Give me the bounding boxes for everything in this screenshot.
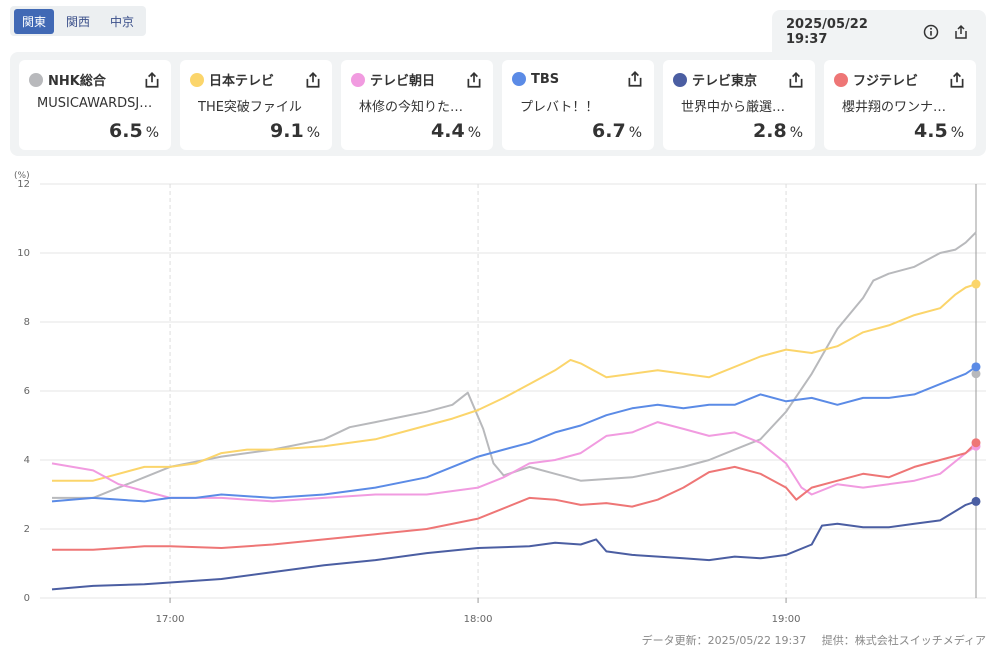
series-line-テレビ東京 xyxy=(51,500,977,591)
chart-end-markers xyxy=(971,279,981,506)
chart-lines xyxy=(51,231,977,591)
channel-card-tv-asahi[interactable]: テレビ朝日 林修の今知りた… 4.4% xyxy=(341,60,493,150)
series-line-NHK総合 xyxy=(52,231,977,499)
channel-name: NHK総合 xyxy=(48,74,106,89)
timestamp: 2025/05/22 19:37 xyxy=(786,17,868,47)
rating-value: 9.1% xyxy=(270,120,320,142)
channel-color-dot xyxy=(190,72,204,87)
program-title: 世界中から厳選… xyxy=(681,100,786,115)
series-end-marker-NHK総合 xyxy=(971,369,981,379)
channel-color-dot xyxy=(834,72,848,87)
x-tick-label: 17:00 xyxy=(156,614,185,625)
rating-value: 6.5% xyxy=(109,120,159,142)
info-icon[interactable] xyxy=(920,21,942,43)
chart-grid xyxy=(40,183,986,603)
channel-card-fuji-tv[interactable]: フジテレビ 櫻井翔のワンナ… 4.5% xyxy=(824,60,976,150)
rating-line-chart: 0 2 4 6 8 10 12(%) 17:00 18:00 19:00 xyxy=(14,171,986,625)
region-tab-chukyo[interactable]: 中京 xyxy=(110,14,135,29)
share-icon[interactable] xyxy=(950,21,972,43)
series-end-marker-フジテレビ xyxy=(971,438,981,448)
channel-color-dot xyxy=(351,72,365,87)
channel-name: 日本テレビ xyxy=(209,74,275,89)
share-icon[interactable] xyxy=(626,70,644,88)
y-tick-label: 12 xyxy=(17,179,30,190)
program-title: MUSICAWARDSJ… xyxy=(37,96,153,111)
channel-color-dot xyxy=(673,72,687,87)
y-unit-label: (%) xyxy=(14,171,30,181)
channel-card-tv-tokyo[interactable]: テレビ東京 世界中から厳選… 2.8% xyxy=(663,60,815,150)
channel-name: テレビ朝日 xyxy=(370,74,436,89)
share-icon[interactable] xyxy=(143,71,161,89)
program-title: THE突破ファイル xyxy=(198,100,302,115)
region-tab-kanto[interactable]: 関東 xyxy=(14,8,55,34)
series-end-marker-テレビ東京 xyxy=(971,496,981,506)
chart-axis-labels: 0 2 4 6 8 10 12(%) 17:00 18:00 19:00 xyxy=(14,171,800,625)
y-tick-label: 4 xyxy=(24,455,30,466)
channel-color-dot xyxy=(512,72,526,86)
channel-name: フジテレビ xyxy=(853,74,919,89)
channel-card-tbs[interactable]: TBS プレバト！！ 6.7% xyxy=(502,60,654,150)
series-end-marker-TBS xyxy=(971,362,981,372)
channel-name: テレビ東京 xyxy=(692,74,758,89)
rating-value: 2.8% xyxy=(753,120,803,142)
x-tick-label: 18:00 xyxy=(464,614,493,625)
top-bar: 2025/05/22 19:37 xyxy=(772,10,986,54)
series-line-フジテレビ xyxy=(52,442,977,551)
footer: データ更新：2025/05/22 19:37 提供：株式会社スイッチメディア xyxy=(630,632,986,648)
channel-name: TBS xyxy=(531,71,560,87)
region-tabs: 関東 関西 中京 xyxy=(10,6,147,36)
rating-value: 4.5% xyxy=(914,120,964,142)
data-updated: データ更新：2025/05/22 19:37 xyxy=(641,634,807,647)
program-title: 林修の今知りた… xyxy=(359,100,464,115)
data-provider: 提供：株式会社スイッチメディア xyxy=(821,634,986,647)
share-icon[interactable] xyxy=(948,71,966,89)
y-tick-label: 2 xyxy=(24,524,30,535)
channel-card-nhk[interactable]: NHK総合 MUSICAWARDSJ… 6.5% xyxy=(19,60,171,150)
rating-value: 6.7% xyxy=(592,120,642,142)
y-tick-label: 6 xyxy=(24,386,30,397)
share-icon[interactable] xyxy=(465,71,483,89)
share-icon[interactable] xyxy=(304,71,322,89)
series-line-日本テレビ xyxy=(52,283,977,482)
region-tab-kansai[interactable]: 関西 xyxy=(66,14,91,29)
y-tick-label: 10 xyxy=(17,248,30,259)
channel-color-dot xyxy=(29,72,43,87)
channel-cards: NHK総合 MUSICAWARDSJ… 6.5% 日本テレビ THE突破ファイル… xyxy=(10,52,986,156)
rating-value: 4.4% xyxy=(431,120,481,142)
series-line-TBS xyxy=(51,365,977,503)
x-tick-label: 19:00 xyxy=(772,614,801,625)
channel-card-ntv[interactable]: 日本テレビ THE突破ファイル 9.1% xyxy=(180,60,332,150)
program-title: プレバト！！ xyxy=(520,100,599,115)
y-tick-label: 0 xyxy=(24,593,30,604)
series-line-テレビ朝日 xyxy=(51,421,977,503)
series-end-marker-日本テレビ xyxy=(971,279,981,289)
share-icon[interactable] xyxy=(787,71,805,89)
y-tick-label: 8 xyxy=(24,317,30,328)
program-title: 櫻井翔のワンナ… xyxy=(842,100,947,115)
